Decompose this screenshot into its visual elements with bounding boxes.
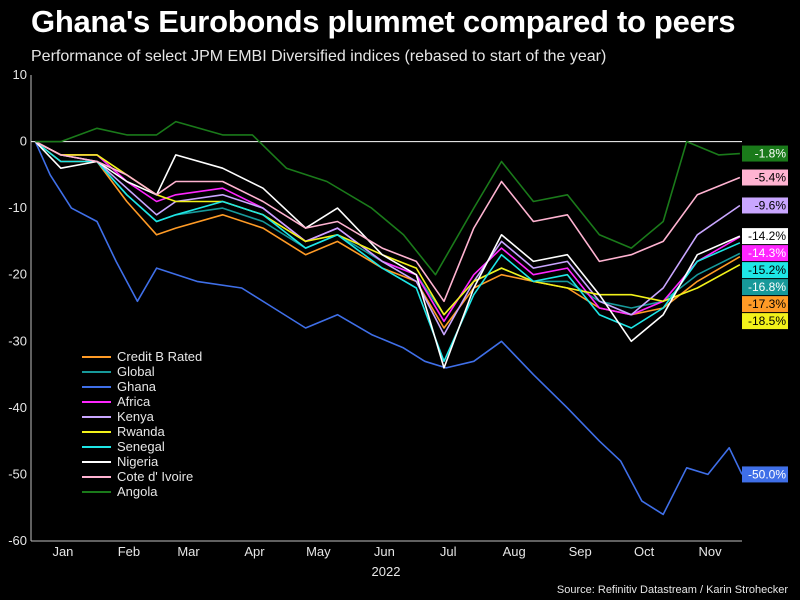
- series-line: [34, 140, 741, 316]
- end-label-box: [742, 466, 788, 483]
- end-label: -14.2%: [748, 229, 786, 243]
- legend-label: Kenya: [117, 409, 155, 424]
- x-tick-label: Oct: [634, 544, 655, 559]
- end-label: -15.2%: [748, 263, 786, 277]
- y-tick-label: 0: [20, 134, 27, 149]
- end-label: -14.3%: [748, 246, 786, 260]
- end-label-box: [742, 145, 788, 162]
- end-label: -5.4%: [755, 171, 787, 185]
- series-line: [34, 140, 741, 323]
- y-tick-label: -10: [8, 200, 27, 215]
- series-line: [34, 140, 741, 336]
- end-label-box: [742, 245, 788, 262]
- series-line: [34, 140, 741, 363]
- end-label-box: [742, 279, 788, 296]
- end-label: -18.5%: [748, 314, 786, 328]
- series-line: [34, 141, 743, 516]
- end-label-box: [742, 197, 788, 214]
- legend: Credit B RatedGlobalGhanaAfricaKenyaRwan…: [82, 349, 202, 499]
- end-label-box: [742, 313, 788, 330]
- y-tick-label: -40: [8, 400, 27, 415]
- end-label-box: [742, 296, 788, 313]
- x-tick-label: Sep: [569, 544, 592, 559]
- legend-label: Africa: [117, 394, 151, 409]
- x-tick-label: Feb: [118, 544, 140, 559]
- legend-label: Nigeria: [117, 454, 159, 469]
- x-axis-label: 2022: [372, 564, 401, 579]
- x-tick-label: Jan: [52, 544, 73, 559]
- series-line: [34, 141, 741, 369]
- chart-subtitle: Performance of select JPM EMBI Diversifi…: [31, 48, 607, 65]
- legend-label: Senegal: [117, 439, 165, 454]
- legend-label: Ghana: [117, 379, 157, 394]
- x-tick-label: Mar: [177, 544, 200, 559]
- end-label-box: [742, 169, 788, 186]
- chart-title: Ghana's Eurobonds plummet compared to pe…: [31, 4, 736, 39]
- x-tick-labels: Jan Feb Mar Apr May Jun Jul Aug Sep Oct Nov: [52, 544, 722, 559]
- y-tick-label: 10: [13, 67, 27, 82]
- legend-label: Angola: [117, 484, 158, 499]
- y-tick-label: -30: [8, 333, 27, 348]
- series-lines: [34, 120, 743, 516]
- x-tick-label: Nov: [699, 544, 723, 559]
- y-tick-label: -60: [8, 533, 27, 548]
- legend-label: Credit B Rated: [117, 349, 202, 364]
- end-label-box: [742, 262, 788, 279]
- x-tick-label: Jul: [440, 544, 457, 559]
- end-label: -17.3%: [748, 297, 786, 311]
- y-tick-labels: 10 0 -10 -20 -30 -40 -50 -60: [8, 67, 27, 548]
- legend-label: Cote d' Ivoire: [117, 469, 193, 484]
- end-label: -1.8%: [755, 147, 787, 161]
- x-tick-label: Aug: [503, 544, 526, 559]
- end-label: -16.8%: [748, 280, 786, 294]
- x-tick-label: Jun: [374, 544, 395, 559]
- source-note: Source: Refinitiv Datastream / Karin Str…: [556, 584, 788, 596]
- y-tick-label: -50: [8, 466, 27, 481]
- x-tick-label: May: [306, 544, 331, 559]
- y-tick-label: -20: [8, 267, 27, 282]
- legend-label: Rwanda: [117, 424, 165, 439]
- series-line: [34, 140, 741, 329]
- x-tick-label: Apr: [244, 544, 265, 559]
- end-label: -50.0%: [748, 467, 786, 481]
- end-label-box: [742, 228, 788, 245]
- end-label: -9.6%: [755, 198, 787, 212]
- series-line: [34, 140, 741, 316]
- legend-label: Global: [117, 364, 155, 379]
- axes: [30, 75, 742, 542]
- series-line: [35, 120, 740, 276]
- series-line: [34, 140, 741, 303]
- end-labels: -1.8% -5.4% -9.6% -14.2% -14.3% -15.2% -16.8% -…: [742, 145, 788, 483]
